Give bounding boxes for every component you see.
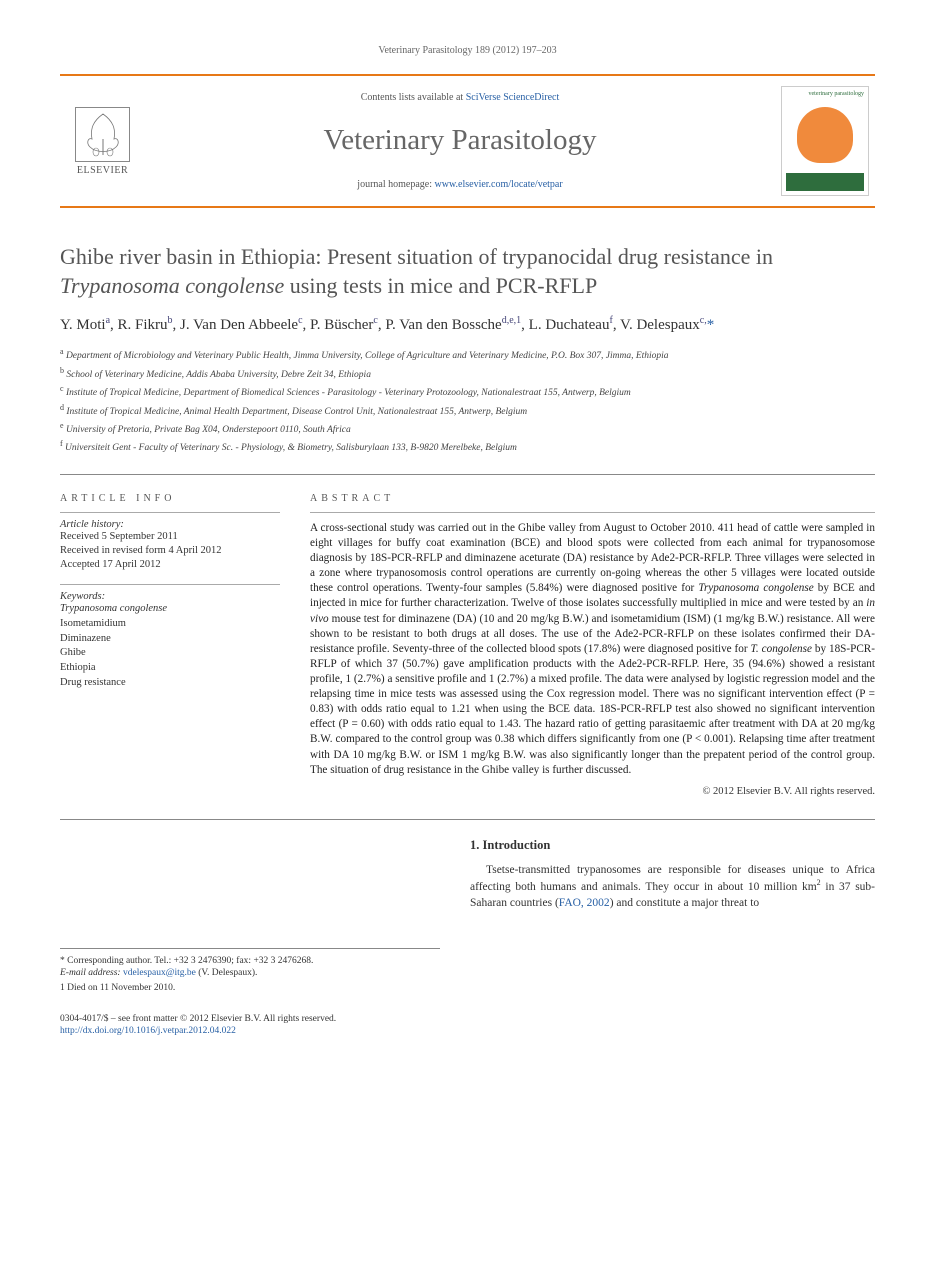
deceased-note: 1 Died on 11 November 2010. (60, 979, 440, 995)
journal-name: Veterinary Parasitology (323, 124, 596, 157)
cover-bar (786, 173, 864, 191)
article-info-head: ARTICLE INFO (60, 493, 280, 504)
running-head: Veterinary Parasitology 189 (2012) 197–2… (60, 45, 875, 56)
authors: Y. Motia, R. Fikrub, J. Van Den Abbeelec… (60, 314, 875, 336)
section-rule (60, 474, 875, 475)
email-link[interactable]: vdelespaux@itg.be (123, 968, 196, 978)
elsevier-name: ELSEVIER (77, 165, 128, 176)
intro-paragraph: Tsetse-transmitted trypanosomes are resp… (470, 863, 875, 911)
keywords-body: Trypanosoma congolenseIsometamidiumDimin… (60, 602, 280, 690)
corresponding-author: * Corresponding author. Tel.: +32 3 2476… (60, 955, 440, 967)
homepage-prefix: journal homepage: (357, 179, 434, 190)
cover-image-icon (797, 107, 853, 163)
history-body: Received 5 September 2011Received in rev… (60, 530, 280, 573)
affiliation-line: e University of Pretoria, Private Bag X0… (60, 420, 875, 437)
affiliation-line: d Institute of Tropical Medicine, Animal… (60, 402, 875, 419)
body-rule (60, 819, 875, 820)
contents-available: Contents lists available at SciVerse Sci… (361, 92, 560, 103)
footnotes: * Corresponding author. Tel.: +32 3 2476… (60, 948, 440, 995)
email-label: E-mail address: (60, 968, 123, 978)
affiliation-line: a Department of Microbiology and Veterin… (60, 346, 875, 363)
intro-ref-link[interactable]: FAO, 2002 (559, 897, 610, 909)
article-info-column: ARTICLE INFO Article history: Received 5… (60, 483, 280, 797)
affiliations: a Department of Microbiology and Veterin… (60, 346, 875, 456)
right-body-column: 1. Introduction Tsetse-transmitted trypa… (470, 838, 875, 995)
email-line: E-mail address: vdelespaux@itg.be (V. De… (60, 967, 440, 979)
abstract-text: A cross-sectional study was carried out … (310, 521, 875, 778)
doi-link[interactable]: http://dx.doi.org/10.1016/j.vetpar.2012.… (60, 1026, 236, 1036)
journal-homepage: journal homepage: www.elsevier.com/locat… (357, 179, 562, 190)
history-label: Article history: (60, 519, 280, 530)
keywords-label: Keywords: (60, 591, 280, 602)
journal-cover-thumb: veterinary parasitology (781, 86, 869, 196)
copyright: © 2012 Elsevier B.V. All rights reserved… (310, 786, 875, 797)
title-italic: Trypanosoma congolense (60, 273, 284, 298)
affiliation-line: c Institute of Tropical Medicine, Depart… (60, 383, 875, 400)
sciencedirect-link[interactable]: SciVerse ScienceDirect (466, 92, 560, 103)
elsevier-tree-icon (75, 107, 130, 162)
intro-heading: 1. Introduction (470, 838, 875, 853)
homepage-link[interactable]: www.elsevier.com/locate/vetpar (435, 179, 563, 190)
title-pre: Ghibe river basin in Ethiopia: Present s… (60, 244, 773, 269)
affiliation-line: b School of Veterinary Medicine, Addis A… (60, 365, 875, 382)
affiliation-line: f Universiteit Gent - Faculty of Veterin… (60, 438, 875, 455)
left-body-column: * Corresponding author. Tel.: +32 3 2476… (60, 838, 440, 995)
journal-header: ELSEVIER Contents lists available at Sci… (60, 74, 875, 208)
cover-title: veterinary parasitology (786, 91, 864, 97)
article-title: Ghibe river basin in Ethiopia: Present s… (60, 243, 875, 300)
elsevier-logo: ELSEVIER (60, 76, 145, 206)
front-matter: 0304-4017/$ – see front matter © 2012 El… (60, 1013, 875, 1025)
title-post: using tests in mice and PCR-RFLP (284, 273, 597, 298)
header-center: Contents lists available at SciVerse Sci… (145, 76, 775, 206)
intro-post: ) and constitute a major threat to (610, 897, 759, 909)
intro-pre: Tsetse-transmitted trypanosomes are resp… (470, 864, 875, 893)
contents-prefix: Contents lists available at (361, 92, 466, 103)
abstract-column: ABSTRACT A cross-sectional study was car… (310, 483, 875, 797)
footer: 0304-4017/$ – see front matter © 2012 El… (60, 1013, 875, 1038)
abstract-head: ABSTRACT (310, 493, 875, 504)
email-attribution: (V. Delespaux). (196, 968, 258, 978)
